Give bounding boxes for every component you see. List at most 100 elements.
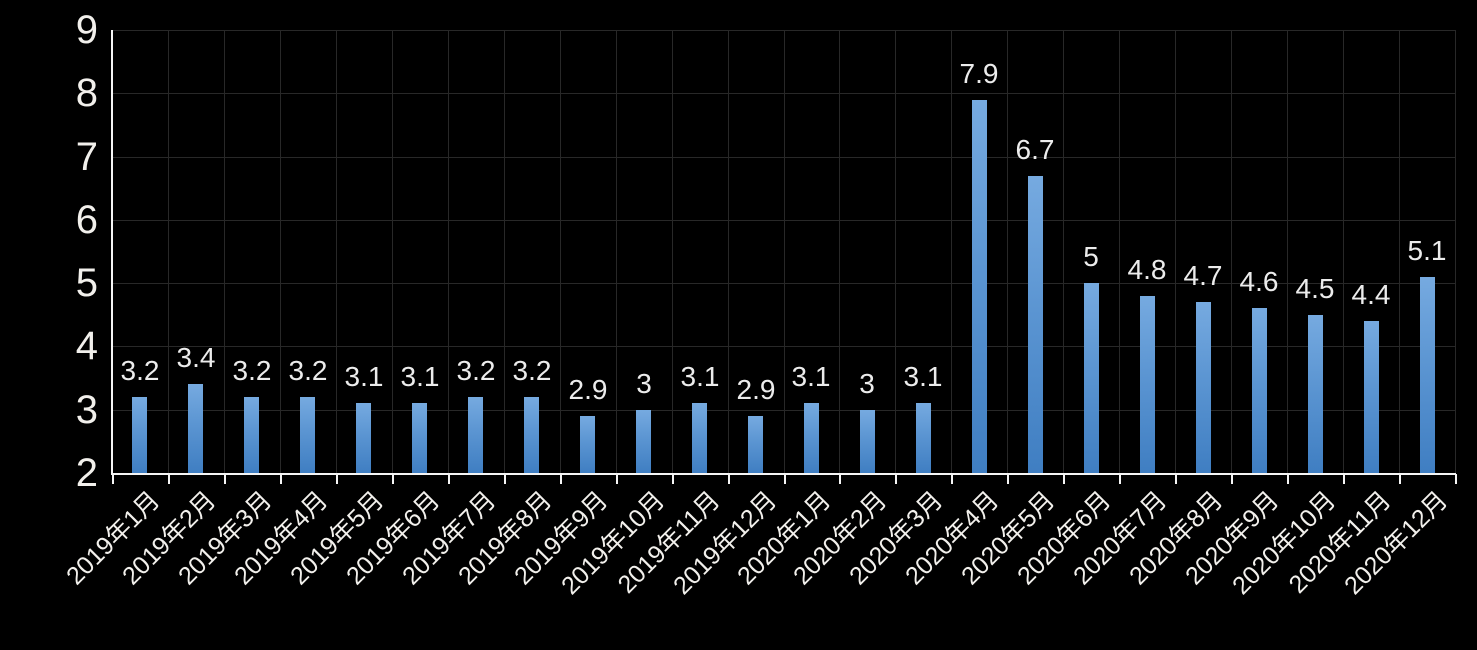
bar (1028, 176, 1043, 473)
x-axis-tick (504, 474, 506, 484)
x-axis-tick (224, 474, 226, 484)
bar-value-label: 3.2 (288, 355, 328, 386)
bar (860, 410, 875, 473)
bar (244, 397, 259, 473)
v-gridline (280, 30, 281, 473)
x-axis-tick (1399, 474, 1401, 484)
v-gridline (895, 30, 896, 473)
y-axis-label: 3 (75, 388, 98, 432)
y-axis-label: 8 (75, 71, 98, 115)
x-axis-tick (1175, 474, 1177, 484)
bar-value-label: 3.1 (791, 361, 831, 392)
v-gridline (560, 30, 561, 473)
bar-value-label: 7.9 (959, 58, 999, 89)
v-gridline (1231, 30, 1232, 473)
v-gridline (504, 30, 505, 473)
x-axis-line (112, 473, 1456, 475)
v-gridline (1119, 30, 1120, 473)
v-gridline (616, 30, 617, 473)
x-axis-tick (1119, 474, 1121, 484)
bar-value-label: 2.9 (568, 374, 608, 405)
bar (748, 416, 763, 473)
y-axis-label: 4 (75, 324, 98, 368)
bar (1196, 302, 1211, 473)
bar-value-label: 3.1 (903, 361, 943, 392)
h-gridline (112, 93, 1455, 94)
y-axis-label: 9 (75, 8, 98, 52)
bar-value-label: 4.5 (1295, 273, 1335, 304)
bar-value-label: 3.2 (456, 355, 496, 386)
x-axis-tick (1007, 474, 1009, 484)
x-axis-tick (951, 474, 953, 484)
x-axis-tick (1063, 474, 1065, 484)
bar (356, 403, 371, 473)
bar (1252, 308, 1267, 473)
x-axis-tick (336, 474, 338, 484)
bar (804, 403, 819, 473)
h-gridline (112, 220, 1455, 221)
v-gridline (839, 30, 840, 473)
bar-value-label: 3.4 (176, 342, 216, 373)
x-axis-tick (672, 474, 674, 484)
v-gridline (224, 30, 225, 473)
bar-value-label: 4.7 (1183, 260, 1223, 291)
x-axis-tick (839, 474, 841, 484)
v-gridline (1399, 30, 1400, 473)
x-axis-tick (895, 474, 897, 484)
bar-value-label: 3.2 (120, 355, 160, 386)
bar (1364, 321, 1379, 473)
y-axis-label: 6 (75, 198, 98, 242)
bar-value-label: 5.1 (1407, 235, 1447, 266)
bar-value-label: 3.2 (232, 355, 272, 386)
bar (524, 397, 539, 473)
bar-value-label: 3 (859, 368, 875, 399)
bar-value-label: 4.4 (1351, 279, 1391, 310)
bar-value-label: 6.7 (1015, 134, 1055, 165)
v-gridline (728, 30, 729, 473)
v-gridline (951, 30, 952, 473)
v-gridline (1175, 30, 1176, 473)
bar (1084, 283, 1099, 473)
x-axis-tick (112, 474, 114, 484)
y-axis-line (111, 30, 113, 475)
x-axis-tick (1287, 474, 1289, 484)
v-gridline (392, 30, 393, 473)
bar-value-label: 3.2 (512, 355, 552, 386)
v-gridline (1343, 30, 1344, 473)
v-gridline (168, 30, 169, 473)
x-axis-tick (1231, 474, 1233, 484)
bar-value-label: 4.6 (1239, 266, 1279, 297)
v-gridline (336, 30, 337, 473)
x-axis-tick (392, 474, 394, 484)
x-axis-tick (1343, 474, 1345, 484)
h-gridline (112, 410, 1455, 411)
v-gridline (784, 30, 785, 473)
h-gridline (112, 346, 1455, 347)
bar (972, 100, 987, 473)
bar (412, 403, 427, 473)
h-gridline (112, 30, 1455, 31)
bar-value-label: 4.8 (1127, 254, 1167, 285)
bar-value-label: 3.1 (400, 361, 440, 392)
y-axis-label: 7 (75, 135, 98, 179)
bar (580, 416, 595, 473)
bar-value-label: 3.1 (344, 361, 384, 392)
x-axis-tick (616, 474, 618, 484)
x-axis-tick (448, 474, 450, 484)
bar (1140, 296, 1155, 473)
bar (188, 384, 203, 473)
v-gridline (448, 30, 449, 473)
bar-value-label: 3.1 (680, 361, 720, 392)
h-gridline (112, 283, 1455, 284)
bar (636, 410, 651, 473)
bar (300, 397, 315, 473)
x-axis-tick (784, 474, 786, 484)
v-gridline (1287, 30, 1288, 473)
y-axis-label: 5 (75, 261, 98, 305)
bar-value-label: 3 (636, 368, 652, 399)
bar (1308, 315, 1323, 473)
v-gridline (1007, 30, 1008, 473)
x-axis-tick (1455, 474, 1457, 484)
bar (916, 403, 931, 473)
